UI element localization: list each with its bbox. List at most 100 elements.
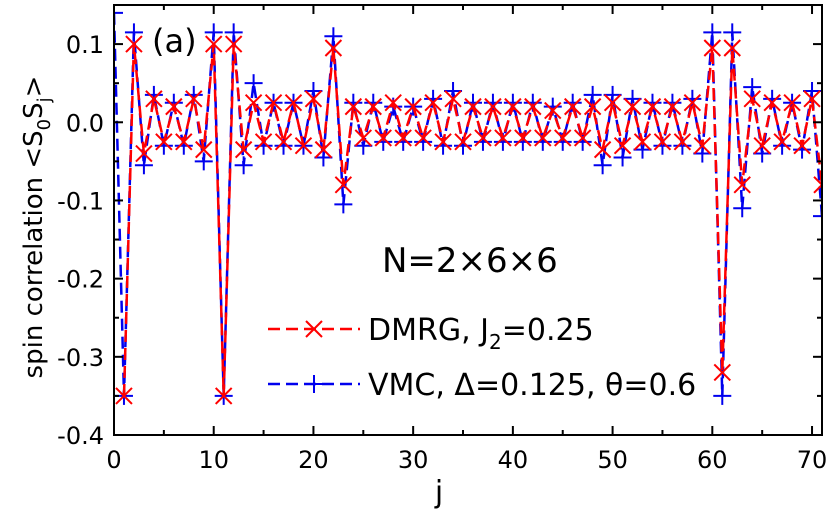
x-tick-label: 10 (198, 446, 229, 474)
data-point (204, 23, 223, 42)
data-point (803, 82, 822, 100)
data-point (693, 144, 712, 163)
data-point (114, 5, 123, 22)
data-point (424, 94, 442, 112)
legend-marker-vmc (305, 375, 323, 393)
data-point (175, 133, 193, 151)
data-point (723, 39, 741, 57)
y-tick-label: 0.1 (66, 31, 104, 59)
x-tick-label: 0 (106, 446, 121, 474)
data-point (554, 129, 572, 147)
data-point (264, 94, 283, 112)
data-point (195, 140, 213, 159)
data-point (494, 129, 512, 147)
y-axis-title-mid: S (19, 102, 49, 119)
legend-label-vmc: VMC, Δ=0.125, θ=0.6 (368, 368, 696, 403)
data-point (803, 90, 821, 108)
data-point (244, 94, 263, 112)
data-point (693, 137, 712, 155)
y-axis-title-post: > (19, 76, 49, 98)
data-point (334, 195, 353, 214)
data-point (185, 90, 203, 108)
y-axis-title: spin correlation <S0Sj> (19, 76, 55, 379)
legend-marker-glyph (305, 320, 323, 338)
data-point (603, 85, 622, 104)
data-point (324, 27, 343, 46)
data-point (713, 363, 731, 382)
data-point (145, 90, 163, 108)
data-point (404, 97, 422, 116)
panel-label: (a) (152, 22, 197, 60)
data-point (753, 144, 772, 163)
data-point (135, 144, 153, 163)
data-point (703, 39, 722, 57)
data-point (125, 35, 143, 53)
y-axis-title-subj: j (34, 97, 55, 103)
legend: DMRG, J2=0.25 VMC, Δ=0.125, θ=0.6 (268, 313, 696, 403)
data-point (653, 133, 672, 151)
system-size-annotation: N=2×6×6 (382, 241, 558, 281)
data-point (234, 156, 253, 175)
data-point (573, 132, 592, 151)
data-point (165, 97, 183, 116)
x-tick-label: 20 (298, 446, 329, 474)
data-point (474, 129, 492, 147)
data-point (813, 207, 822, 226)
series-dmrg (115, 35, 822, 405)
data-point (155, 133, 173, 151)
data-point (673, 133, 692, 151)
data-point (134, 156, 153, 175)
legend-entry-vmc: VMC, Δ=0.125, θ=0.6 (268, 368, 696, 403)
data-point (214, 387, 233, 405)
data-point (483, 93, 502, 112)
data-point (573, 129, 592, 147)
data-point (763, 94, 781, 112)
legend-entry-dmrg: DMRG, J2=0.25 (268, 313, 594, 354)
data-point (733, 199, 752, 218)
data-point (304, 90, 323, 108)
data-point (324, 39, 343, 57)
data-point (733, 176, 751, 194)
data-point (813, 176, 822, 194)
data-point (434, 133, 452, 151)
data-point (593, 140, 612, 159)
data-point (544, 101, 562, 120)
data-point (613, 137, 632, 155)
data-point (623, 97, 642, 116)
data-point (563, 97, 582, 116)
data-point (304, 82, 323, 100)
x-axis-title: j (434, 475, 443, 510)
legend-label-dmrg-pre: DMRG, J (368, 313, 489, 348)
data-point (205, 35, 223, 53)
data-point (643, 97, 662, 116)
data-point (344, 97, 363, 116)
y-axis-title-sub0: 0 (34, 119, 55, 130)
y-tick-label: -0.2 (57, 266, 104, 294)
data-point (364, 97, 382, 116)
y-axis-title-pre: spin correlation <S (19, 130, 49, 378)
data-point (683, 89, 702, 108)
data-point (284, 94, 303, 112)
y-tick-label: -0.3 (57, 344, 104, 372)
data-point (593, 156, 612, 175)
data-point (414, 129, 432, 147)
data-point (743, 78, 762, 97)
x-tick-label: 70 (797, 446, 828, 474)
data-point (743, 90, 761, 108)
data-point (314, 140, 333, 159)
data-point (583, 85, 602, 104)
data-point (524, 97, 542, 116)
y-tick-label: -0.4 (57, 422, 104, 450)
x-tick-label: 40 (498, 446, 529, 474)
data-point (444, 90, 462, 108)
data-point (713, 386, 732, 405)
y-tick-label: 0.0 (66, 109, 104, 137)
data-point (274, 133, 293, 151)
data-point (444, 82, 463, 100)
data-point (374, 129, 392, 147)
data-point (683, 94, 702, 112)
data-point (274, 136, 293, 155)
data-point (224, 35, 243, 53)
data-point (254, 133, 273, 151)
